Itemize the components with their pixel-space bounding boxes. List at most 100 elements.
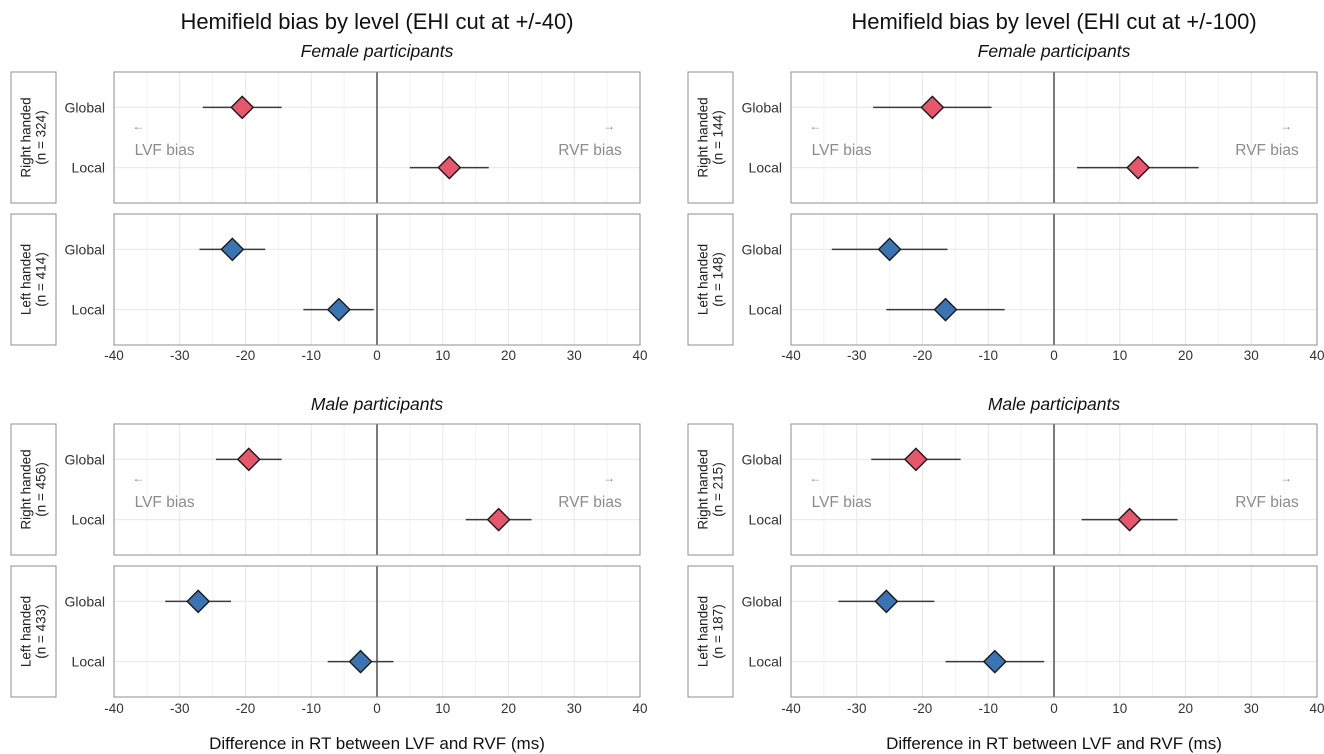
rvf-bias-arrow: → <box>603 471 615 485</box>
panel-border <box>790 213 1318 346</box>
x-tick-label: -10 <box>978 348 998 363</box>
facet-strip <box>687 71 734 204</box>
x-tick-label: -20 <box>913 701 933 716</box>
facet-strip-count: (n = 187) <box>711 604 726 658</box>
x-tick-label: 20 <box>1178 348 1193 363</box>
x-tick-label: -40 <box>781 348 801 363</box>
x-tick-label: -20 <box>236 701 256 716</box>
x-tick-label: 20 <box>1178 701 1193 716</box>
facet-strip <box>10 71 57 204</box>
facet-strip-label: Left handed <box>696 244 711 315</box>
x-tick-label: 10 <box>435 701 450 716</box>
x-tick-label: 30 <box>567 348 582 363</box>
estimate-point <box>1117 507 1142 532</box>
rvf-bias-label: RVF bias <box>1235 142 1299 159</box>
x-tick-label: 0 <box>1050 348 1058 363</box>
lvf-bias-arrow: ← <box>809 471 821 485</box>
facet-strip-label: Left handed <box>696 596 711 667</box>
estimate-point <box>220 237 245 262</box>
lvf-bias-label: LVF bias <box>135 142 195 159</box>
x-tick-label: -20 <box>236 348 256 363</box>
category-label-global: Global <box>65 99 105 115</box>
estimate-point <box>982 649 1007 674</box>
category-label-global: Global <box>65 451 105 467</box>
panel-group-title: Male participants <box>988 394 1121 414</box>
x-tick-label: -10 <box>978 701 998 716</box>
facet-strip-label: Right handed <box>696 449 711 529</box>
x-tick-label: 10 <box>1112 701 1127 716</box>
lvf-bias-arrow: ← <box>132 119 144 133</box>
lvf-bias-label: LVF bias <box>135 494 195 511</box>
category-label-local: Local <box>749 512 782 528</box>
x-tick-label: 40 <box>632 701 647 716</box>
panel-group-title: Female participants <box>978 41 1131 61</box>
x-tick-label: 40 <box>1309 701 1324 716</box>
x-tick-label: -10 <box>301 701 321 716</box>
category-label-global: Global <box>65 241 105 257</box>
lvf-bias-arrow: ← <box>132 471 144 485</box>
rvf-bias-arrow: → <box>1280 119 1292 133</box>
x-tick-label: 30 <box>567 701 582 716</box>
category-label-local: Local <box>72 302 105 318</box>
facet-strip <box>10 423 57 556</box>
panel-group-title: Male participants <box>311 394 444 414</box>
panel-border <box>113 71 641 204</box>
x-tick-label: 30 <box>1244 701 1259 716</box>
category-label-local: Local <box>72 160 105 176</box>
panel-border <box>113 565 641 698</box>
lvf-bias-label: LVF bias <box>812 494 872 511</box>
category-label-local: Local <box>749 160 782 176</box>
chart-title: Hemifield bias by level (EHI cut at +/-4… <box>180 9 573 34</box>
category-label-local: Local <box>72 512 105 528</box>
facet-strip-label: Right handed <box>19 97 34 177</box>
category-label-global: Global <box>742 593 782 609</box>
x-tick-label: -10 <box>301 348 321 363</box>
x-tick-label: 10 <box>1112 348 1127 363</box>
facet-strip <box>10 565 57 698</box>
panel-group-title: Female participants <box>301 41 454 61</box>
x-tick-label: -30 <box>847 701 867 716</box>
facet-strip <box>687 565 734 698</box>
lvf-bias-label: LVF bias <box>812 142 872 159</box>
estimate-point <box>933 297 958 322</box>
panel-border <box>790 71 1318 204</box>
panel-border <box>790 423 1318 556</box>
category-label-global: Global <box>742 241 782 257</box>
x-tick-label: 20 <box>501 701 516 716</box>
x-tick-label: 40 <box>632 348 647 363</box>
facet-strip-count: (n = 144) <box>711 110 726 164</box>
x-axis-title: Difference in RT between LVF and RVF (ms… <box>209 734 545 753</box>
x-tick-label: -20 <box>913 348 933 363</box>
facet-strip-count: (n = 215) <box>711 462 726 516</box>
x-tick-label: -40 <box>104 701 124 716</box>
estimate-point <box>920 95 945 120</box>
estimate-point <box>1126 155 1151 180</box>
facet-strip <box>10 213 57 346</box>
rvf-bias-label: RVF bias <box>558 142 622 159</box>
x-tick-label: 20 <box>501 348 516 363</box>
estimate-point <box>903 447 928 472</box>
facet-strip-count: (n = 148) <box>711 252 726 306</box>
x-tick-label: 0 <box>373 348 381 363</box>
panel-border <box>113 213 641 346</box>
x-axis-title: Difference in RT between LVF and RVF (ms… <box>886 734 1222 753</box>
estimate-point <box>236 447 261 472</box>
estimate-point <box>437 155 462 180</box>
x-tick-label: -30 <box>847 348 867 363</box>
facet-strip-count: (n = 433) <box>34 604 49 658</box>
category-label-global: Global <box>742 451 782 467</box>
x-tick-label: -30 <box>170 701 190 716</box>
x-tick-label: 40 <box>1309 348 1324 363</box>
estimate-point <box>874 589 899 614</box>
category-label-local: Local <box>749 654 782 670</box>
facet-strip-count: (n = 324) <box>34 110 49 164</box>
x-tick-label: 30 <box>1244 348 1259 363</box>
x-tick-label: -40 <box>781 701 801 716</box>
rvf-bias-label: RVF bias <box>1235 494 1299 511</box>
panel-border <box>113 423 641 556</box>
chart-title: Hemifield bias by level (EHI cut at +/-1… <box>851 9 1256 34</box>
category-label-global: Global <box>65 593 105 609</box>
facet-strip <box>687 213 734 346</box>
facet-strip-label: Left handed <box>19 596 34 667</box>
